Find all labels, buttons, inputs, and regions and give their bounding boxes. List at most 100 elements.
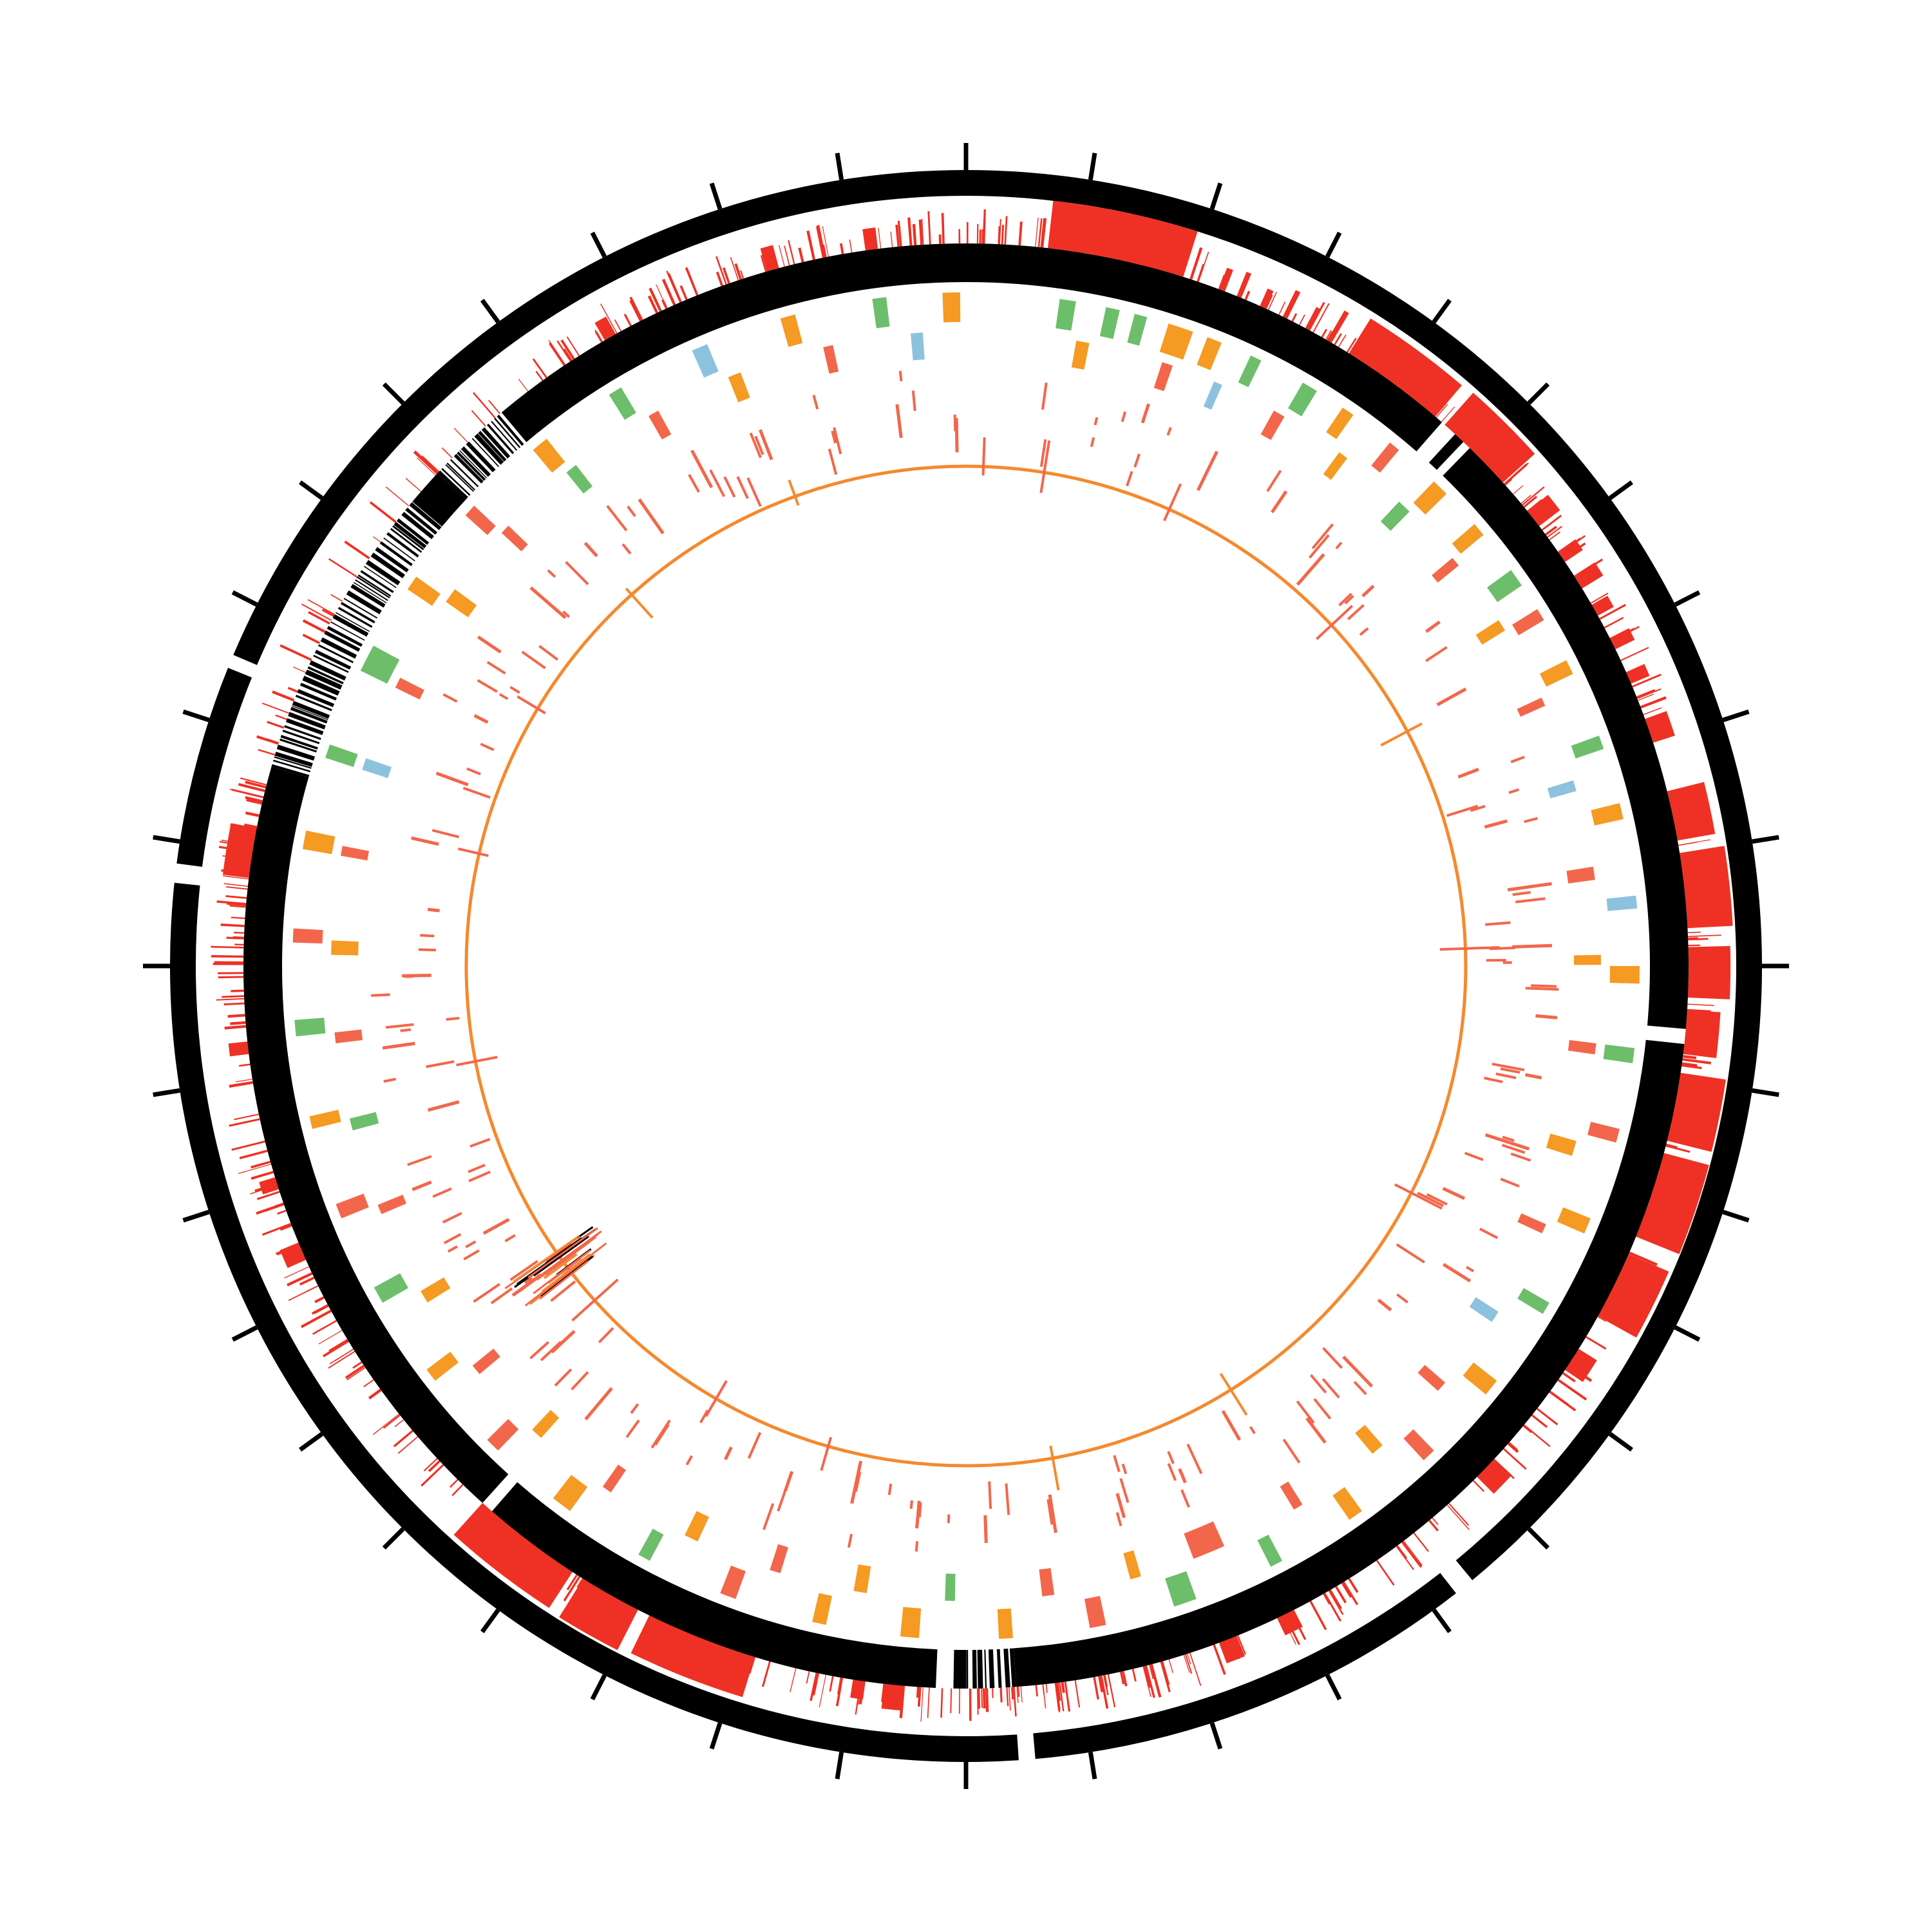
variant-density-hairline: [299, 1276, 315, 1286]
variant-density-hairline: [405, 478, 422, 492]
variant-density-hairline: [966, 222, 969, 244]
sparse-hit-spike: [554, 1368, 573, 1387]
fragmented-contig-bar: [375, 547, 409, 573]
variant-density-hairline: [1037, 218, 1043, 247]
variant-density-hairline: [1061, 1681, 1065, 1693]
variant-density-hairline: [1085, 239, 1090, 254]
fragmented-contig-bar: [453, 453, 484, 484]
variant-density-bar: [1565, 1349, 1597, 1383]
annotation-block: [1567, 1040, 1596, 1055]
sparse-hit-spike: [688, 474, 700, 493]
annotation-block: [294, 1018, 326, 1037]
variant-density-hairline: [576, 1578, 583, 1588]
sparse-hit-spike: [1046, 1499, 1054, 1525]
variant-density-hairline: [363, 1379, 374, 1388]
variant-density-hairline: [1168, 1659, 1173, 1673]
sparse-hit-spike: [477, 679, 498, 693]
gc-skew-spike: [1039, 440, 1051, 493]
annotation-block: [325, 744, 358, 767]
variant-density-hairline: [416, 457, 437, 476]
variant-density-hairline: [623, 314, 632, 327]
variant-density-hairline: [220, 923, 245, 927]
scale-tick: [231, 590, 258, 607]
variant-density-hairline: [1620, 647, 1649, 661]
sparse-hit-spike: [1271, 490, 1288, 514]
scale-tick: [1432, 299, 1452, 324]
scale-tick: [480, 1608, 500, 1633]
scale-tick: [1432, 1608, 1452, 1633]
variant-density-hairline: [1638, 694, 1654, 701]
variant-density-hairline: [233, 858, 251, 863]
sparse-hit-spike: [540, 1341, 562, 1361]
sparse-hit-spike: [1417, 1191, 1444, 1208]
fragmented-contig-bar: [988, 1649, 995, 1689]
variant-density-hairline: [1056, 1682, 1061, 1701]
annotation-block: [1288, 383, 1317, 417]
annotation-block: [1413, 481, 1447, 515]
variant-density-hairline: [1359, 342, 1372, 361]
fragmented-contig-bar: [486, 423, 515, 455]
variant-density-hairline: [1499, 469, 1511, 480]
annotation-block: [1546, 1133, 1577, 1156]
variant-density-hairline: [277, 1209, 287, 1215]
sparse-hit-spike: [911, 390, 916, 412]
variant-density-hairline: [1492, 459, 1507, 473]
variant-density-hairline: [1575, 1352, 1586, 1361]
scale-tick: [1209, 1722, 1223, 1750]
sparse-hit-spike: [1196, 450, 1218, 491]
sparse-hit-spike: [627, 506, 636, 517]
gc-skew-spike: [625, 587, 654, 619]
sparse-hit-spike: [538, 645, 559, 661]
annotation-block: [334, 1029, 363, 1044]
variant-density-hairline: [1406, 386, 1414, 395]
variant-density-hairline: [1349, 332, 1364, 354]
annotation-block: [1039, 1567, 1055, 1596]
variant-density-hairline: [927, 1687, 930, 1718]
sparse-hit-spike: [1464, 1151, 1484, 1161]
sparse-hit-spike: [442, 1211, 462, 1224]
annotation-block: [309, 1110, 341, 1130]
variant-density-hairline: [685, 267, 699, 296]
fragmented-contig-bar: [360, 570, 394, 593]
fragmented-contig-bar: [437, 470, 468, 500]
annotation-block: [1432, 558, 1459, 583]
gc-skew-spike: [1219, 1372, 1248, 1416]
sparse-hit-spike: [1166, 427, 1172, 436]
fragmented-contig-bar: [297, 689, 335, 708]
variant-density-hairline: [1688, 984, 1700, 986]
sparse-hit-spike: [1141, 403, 1150, 424]
sparse-hit-spike: [431, 829, 459, 838]
fragmented-contig-bar: [356, 576, 390, 599]
sparse-hit-spike: [1457, 768, 1479, 779]
fragmented-contig-bar: [332, 614, 369, 637]
variant-density-hairline: [1121, 1671, 1128, 1687]
variant-density-hairline: [1020, 1686, 1023, 1703]
fragmented-contig-bar: [996, 1649, 1002, 1688]
variant-density-hairline: [1323, 1593, 1341, 1622]
sparse-hit-spike: [1133, 453, 1141, 468]
fragmented-contig-bar: [460, 446, 491, 477]
variant-density-hairline: [218, 976, 244, 979]
variant-density-hairline: [312, 1320, 337, 1335]
fragmented-contig-bar: [363, 565, 397, 589]
fragmented-contig-bar: [396, 518, 430, 545]
variant-density-hairline: [1638, 1231, 1662, 1242]
variant-density-hairline: [1010, 1687, 1014, 1700]
sparse-hit-spike: [847, 1533, 853, 1548]
variant-density-hairline: [1688, 956, 1704, 960]
sparse-hit-spike: [1484, 1133, 1530, 1151]
variant-density-hairline: [1323, 1593, 1331, 1605]
variant-density-bar: [1598, 1254, 1669, 1338]
variant-density-hairline: [532, 358, 547, 379]
variant-density-hairline: [819, 1674, 826, 1708]
variant-density-hairline: [1290, 1611, 1307, 1640]
sparse-hit-spike: [1119, 1478, 1130, 1503]
variant-density-hairline: [1567, 1364, 1593, 1382]
sparse-hit-spike: [420, 934, 435, 938]
variant-density-hairline: [1463, 421, 1484, 444]
variant-density-bar: [881, 1683, 904, 1711]
sparse-hit-spike: [855, 1472, 862, 1492]
variant-density-hairline: [245, 837, 255, 841]
fragmented-contig-bar: [471, 438, 500, 468]
variant-density-hairline: [1597, 1316, 1606, 1322]
